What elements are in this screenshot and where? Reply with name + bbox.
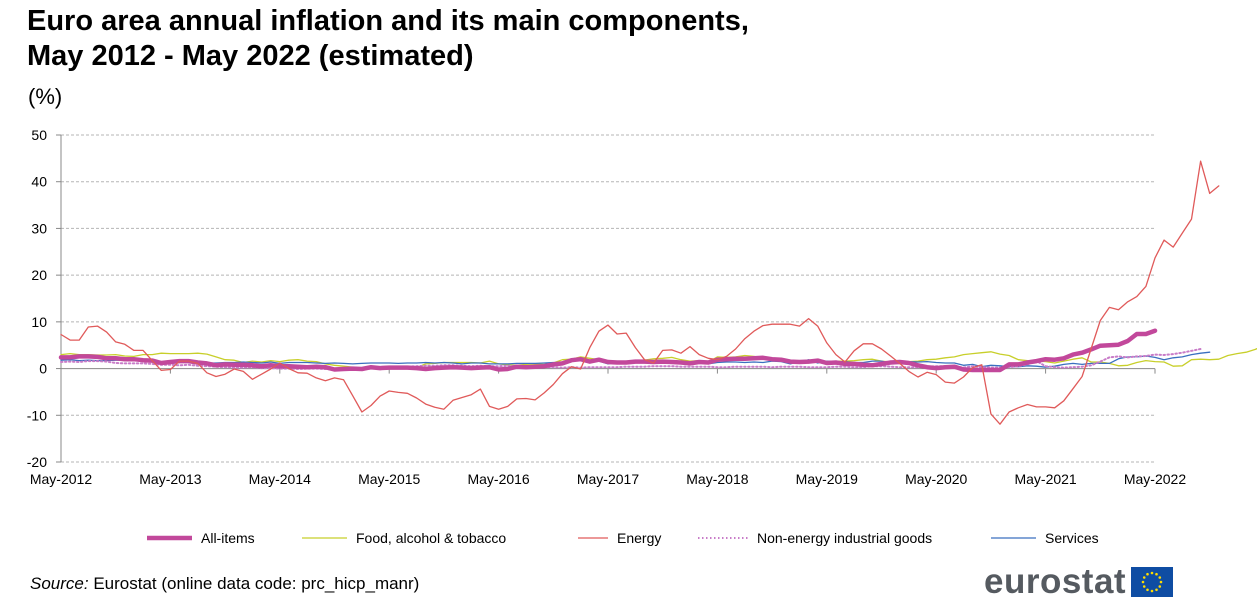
x-tick-label: May-2021 [1014, 471, 1076, 487]
eu-star [1141, 580, 1145, 584]
eu-flag-icon [1131, 567, 1174, 597]
source-note: Source: Eurostat (online data code: prc_… [30, 574, 419, 594]
eu-star [1143, 585, 1146, 588]
data-series [58, 160, 1257, 425]
series-line-all-items [58, 328, 1158, 373]
x-tick-label: May-2016 [467, 471, 529, 487]
x-tick-label: May-2022 [1124, 471, 1186, 487]
x-tick-label: May-2020 [905, 471, 967, 487]
series-line-energy [60, 160, 1220, 425]
unit-label: (%) [28, 84, 63, 109]
y-tick-label: -10 [27, 407, 47, 423]
eu-star [1143, 576, 1146, 579]
eu-star [1155, 572, 1158, 576]
eu-star [1146, 572, 1149, 576]
x-tick-label: May-2018 [686, 471, 748, 487]
legend-label-energy: Energy [617, 530, 661, 546]
x-tick-label: May-2015 [358, 471, 420, 487]
legend: All-items Food, alcohol & tobacco Energy No… [147, 530, 1099, 546]
chart-title-line-2: May 2012 - May 2022 (estimated) [27, 40, 474, 72]
eurostat-logo: eurostat [984, 562, 1174, 602]
grid-lines [61, 134, 1155, 463]
chart-title: Euro area annual inflation and its main … [27, 4, 749, 74]
y-tick-label: 40 [31, 174, 47, 190]
x-tick-label: May-2019 [796, 471, 858, 487]
legend-label-services: Services [1045, 530, 1099, 546]
legend-label-all-items: All-items [201, 530, 255, 546]
x-tick-label: May-2013 [139, 471, 201, 487]
y-tick-label: -20 [27, 454, 47, 470]
eu-star [1158, 576, 1162, 579]
series-line-food [60, 347, 1257, 370]
eu-star [1146, 588, 1149, 592]
eu-flag-background [1131, 567, 1174, 597]
legend-label-food: Food, alcohol & tobacco [356, 530, 506, 546]
logo-wordmark: eurostat [984, 562, 1127, 601]
x-tick-label: May-2012 [30, 471, 92, 487]
y-tick-label: 30 [31, 220, 47, 236]
eu-star [1155, 588, 1158, 592]
y-tick-label: 0 [39, 361, 47, 377]
y-tick-label: 20 [31, 267, 47, 283]
source-text: Eurostat (online data code: prc_hicp_man… [88, 574, 420, 593]
eu-star [1159, 580, 1163, 584]
eu-star [1158, 585, 1162, 588]
legend-label-non-energy: Non-energy industrial goods [757, 530, 932, 546]
y-tick-label: 10 [31, 314, 47, 330]
y-tick-label: 50 [31, 127, 47, 143]
chart-title-line-1: Euro area annual inflation and its main … [27, 5, 749, 37]
x-tick-label: May-2014 [249, 471, 311, 487]
source-label: Source: [30, 574, 89, 593]
x-tick-label: May-2017 [577, 471, 639, 487]
eu-star [1150, 589, 1154, 593]
eu-star [1150, 571, 1154, 575]
